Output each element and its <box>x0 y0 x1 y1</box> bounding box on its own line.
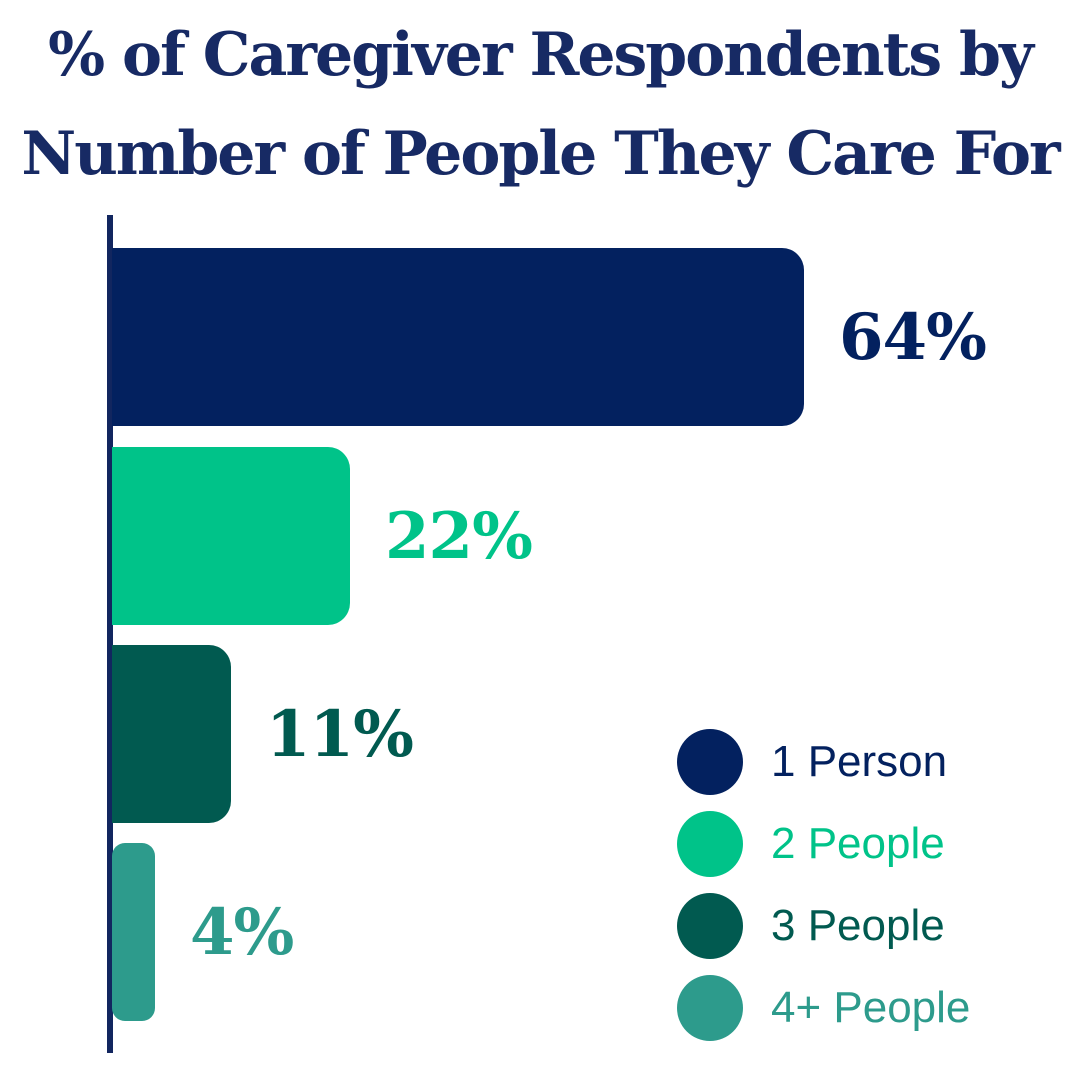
bar-value-label-1-person: 64% <box>839 299 987 375</box>
chart-title-line-1: % of Caregiver Respondents by <box>48 20 1034 90</box>
legend: 1 Person 2 People 3 People 4+ People <box>677 729 970 1041</box>
bar-3-people <box>112 645 231 823</box>
bar-value-label-2-people: 22% <box>385 498 533 574</box>
legend-label-2-people: 2 People <box>771 819 945 868</box>
legend-item-1-person: 1 Person <box>677 729 970 795</box>
chart-title-line-2: Number of People They Care For <box>21 119 1060 189</box>
legend-label-1-person: 1 Person <box>771 737 948 786</box>
legend-circle-icon-2-people <box>677 811 743 877</box>
legend-circle-icon-4-people <box>677 975 743 1041</box>
legend-item-3-people: 3 People <box>677 893 970 959</box>
legend-label-4-people: 4+ People <box>771 983 971 1032</box>
bar-1-person <box>112 248 804 426</box>
bar-4-people <box>112 843 155 1021</box>
bar-value-label-3-people: 11% <box>266 696 414 772</box>
legend-item-4-people: 4+ People <box>677 975 970 1041</box>
chart-title: % of Caregiver Respondents by Number of … <box>0 6 1080 204</box>
legend-circle-icon-3-people <box>677 893 743 959</box>
bar-value-label-4-people: 4% <box>190 894 294 970</box>
y-axis-line <box>107 215 113 1053</box>
legend-circle-icon-1-person <box>677 729 743 795</box>
bar-2-people <box>112 447 350 625</box>
legend-label-3-people: 3 People <box>771 901 945 950</box>
legend-item-2-people: 2 People <box>677 811 970 877</box>
